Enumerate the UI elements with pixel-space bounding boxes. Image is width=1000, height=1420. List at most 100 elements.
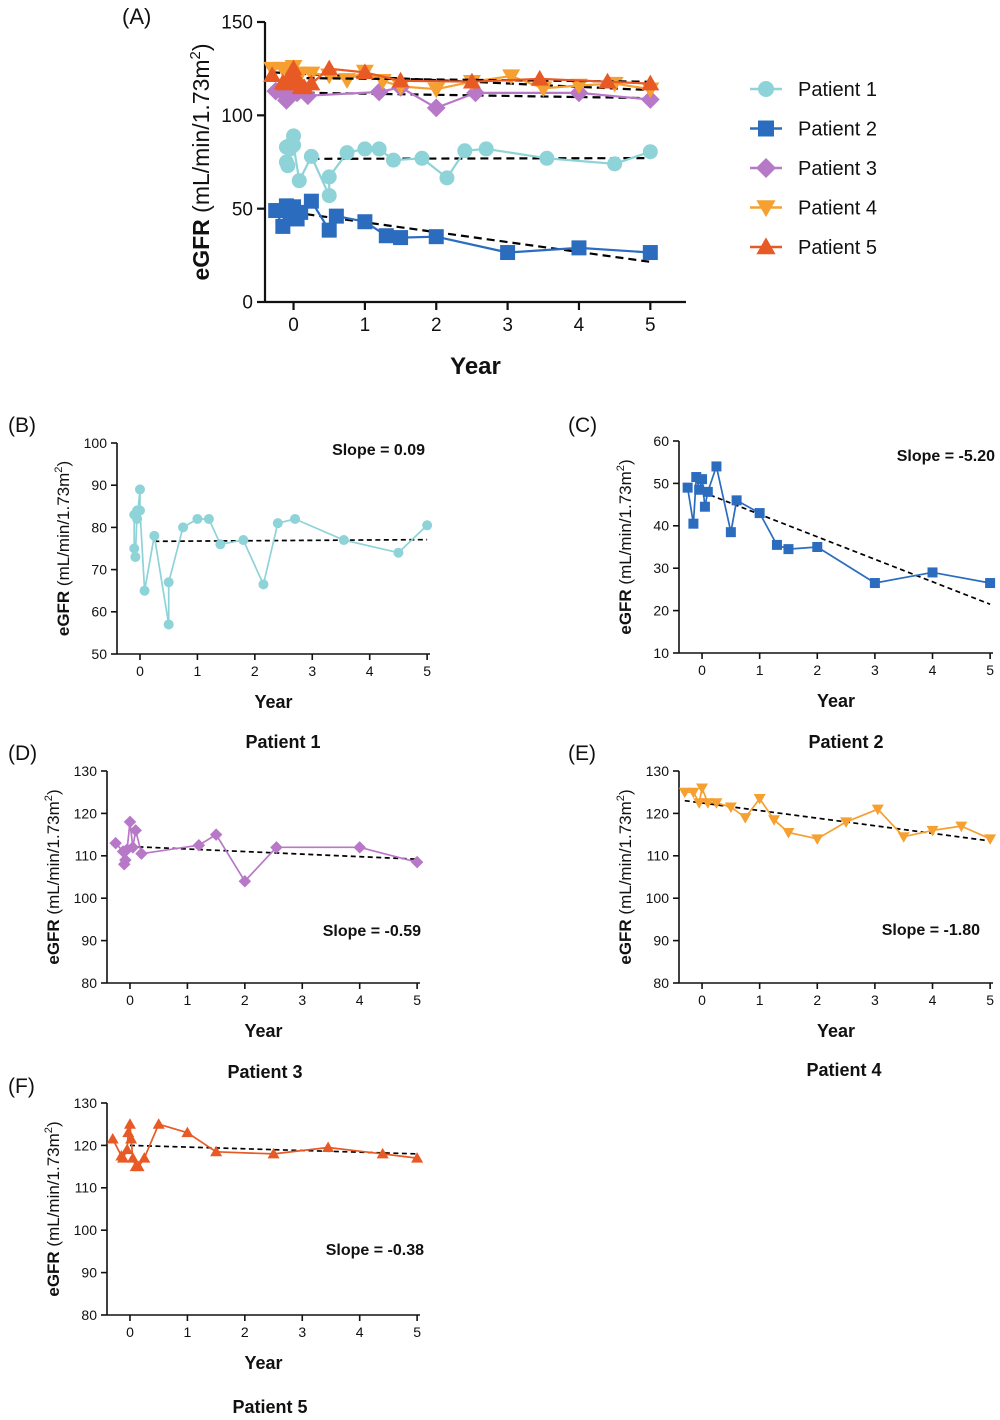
data-point — [215, 539, 226, 550]
data-point — [152, 1118, 165, 1129]
y-tick-label: 130 — [646, 763, 670, 779]
y-tick-label: 90 — [81, 1265, 97, 1281]
data-point — [267, 1147, 280, 1159]
axes: 80 90 100 110 120 130 0 1 2 3 4 5 Year eGFR (mL/min/1… — [43, 1095, 421, 1373]
data-point — [840, 817, 853, 828]
panel-caption: Patient 4 — [806, 1060, 881, 1080]
data-point — [724, 802, 737, 814]
data-point — [371, 141, 387, 157]
data-point — [321, 169, 337, 185]
y-axis-title-main: eGFR — [54, 591, 73, 636]
legend-swatch-marker — [756, 237, 776, 255]
trend-line — [154, 538, 428, 543]
y-axis-title-sup: 2 — [43, 795, 55, 801]
x-tick-label: 3 — [298, 1324, 306, 1340]
x-tick-label: 1 — [756, 662, 764, 678]
panel-c: (C) 10 20 30 40 50 60 0 1 2 3 4 5 Year eGFR (mL/min/1.… — [568, 414, 996, 752]
trend-line — [293, 211, 651, 263]
data-point — [120, 843, 134, 856]
axes: 10 20 30 40 50 60 0 1 2 3 4 5 Year eGFR (mL/min/1.73m… — [615, 433, 994, 711]
y-tick-label: 80 — [81, 1307, 97, 1323]
x-axis-title: Year — [450, 353, 501, 380]
data-point — [642, 144, 658, 160]
data-point — [687, 787, 700, 799]
y-tick-label: 20 — [653, 603, 669, 619]
x-tick-label: 2 — [251, 663, 259, 679]
data-point — [178, 522, 189, 533]
series-p1 — [129, 484, 433, 630]
data-point — [192, 513, 203, 524]
data-point — [694, 484, 705, 495]
data-point — [984, 834, 997, 845]
data-point — [376, 1147, 389, 1159]
y-tick-label: 80 — [81, 975, 97, 991]
series-line — [686, 465, 991, 584]
data-point — [725, 527, 736, 538]
data-point — [109, 836, 122, 850]
x-tick-label: 3 — [502, 315, 513, 336]
y-axis-title-close: ) — [616, 789, 635, 795]
data-point — [117, 1152, 130, 1163]
data-point — [410, 855, 424, 869]
x-tick-label: 0 — [136, 663, 144, 679]
panel-caption: Patient 3 — [227, 1062, 302, 1082]
x-tick-label: 4 — [574, 315, 585, 336]
data-point — [149, 530, 160, 541]
y-tick-label: 50 — [653, 475, 669, 491]
data-point — [328, 208, 344, 224]
series-p1 — [278, 128, 658, 204]
x-tick-label: 4 — [929, 992, 937, 1008]
data-point — [571, 240, 587, 256]
x-tick-label: 0 — [126, 992, 134, 1008]
data-point — [926, 825, 939, 837]
data-point — [710, 798, 723, 809]
y-axis-title: eGFR (mL/min/1.73m2) — [43, 1121, 63, 1296]
data-point — [569, 78, 588, 95]
data-point — [303, 148, 319, 164]
data-point — [699, 501, 710, 512]
data-point — [530, 69, 549, 86]
data-point — [678, 787, 691, 799]
x-tick-label: 3 — [298, 992, 306, 1008]
data-point — [871, 804, 884, 816]
x-tick-label: 1 — [184, 992, 192, 1008]
data-point — [132, 513, 143, 524]
y-tick-label: 50 — [232, 199, 253, 220]
x-tick-label: 0 — [288, 315, 299, 336]
y-tick-label: 100 — [74, 1222, 98, 1238]
y-axis-title-main: eGFR — [188, 219, 214, 281]
data-point — [428, 229, 444, 245]
data-point — [321, 188, 337, 204]
data-point — [897, 832, 910, 843]
data-point — [422, 520, 433, 531]
data-point — [322, 1141, 335, 1153]
y-tick-label: 10 — [653, 645, 669, 661]
trend-line — [293, 76, 651, 83]
data-point — [414, 150, 430, 166]
data-point — [739, 813, 752, 824]
y-tick-label: 100 — [74, 890, 98, 906]
y-tick-label: 30 — [653, 560, 669, 576]
x-tick-label: 4 — [366, 663, 374, 679]
panel-d: (D) 80 90 100 110 120 130 0 1 2 3 4 5 Year eGFR (mL/mi… — [8, 742, 424, 1082]
data-point — [682, 482, 693, 493]
y-axis-title: eGFR (mL/min/1.73m2) — [615, 789, 635, 964]
panel-caption: Patient 1 — [245, 732, 320, 752]
data-point — [139, 585, 150, 596]
data-point — [121, 1143, 134, 1155]
y-axis-title-unit: (mL/min/1.73m — [44, 1133, 63, 1251]
data-point — [126, 1152, 139, 1163]
data-point — [812, 542, 823, 552]
x-tick-label: 4 — [929, 662, 937, 678]
legend-label: Patient 3 — [798, 158, 877, 180]
x-tick-label: 1 — [184, 1324, 192, 1340]
slope-label: Slope = -0.59 — [323, 923, 421, 940]
data-point — [754, 508, 765, 519]
slope-label: Slope = 0.09 — [332, 442, 425, 459]
data-point — [771, 539, 782, 550]
y-axis-title-sup: 2 — [615, 795, 627, 801]
y-tick-label: 110 — [647, 848, 670, 864]
data-point — [291, 173, 307, 189]
data-point — [192, 838, 206, 852]
data-point — [357, 141, 373, 157]
